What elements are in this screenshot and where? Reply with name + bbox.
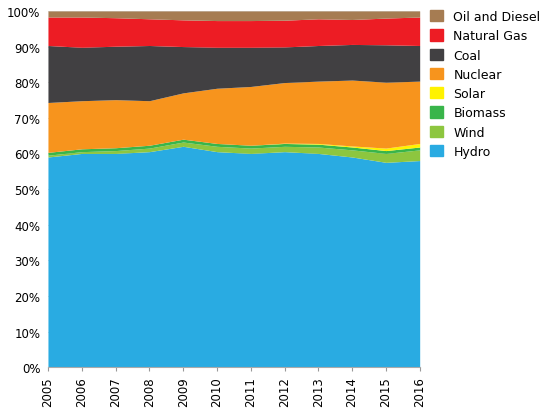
Legend: Oil and Diesel, Natural Gas, Coal, Nuclear, Solar, Biomass, Wind, Hydro: Oil and Diesel, Natural Gas, Coal, Nucle… [430,11,540,159]
